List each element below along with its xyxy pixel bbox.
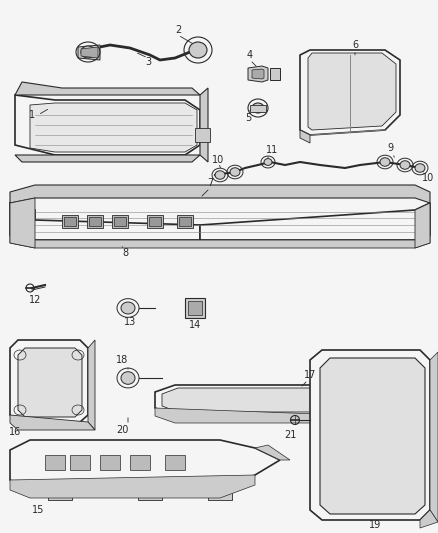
Polygon shape <box>10 415 95 430</box>
Polygon shape <box>78 45 100 60</box>
Polygon shape <box>255 445 290 460</box>
Text: 2: 2 <box>175 25 181 35</box>
Polygon shape <box>89 217 101 226</box>
Polygon shape <box>45 455 65 470</box>
Polygon shape <box>185 298 205 318</box>
Polygon shape <box>114 217 126 226</box>
Text: 10: 10 <box>422 173 434 183</box>
Polygon shape <box>149 217 161 226</box>
Ellipse shape <box>81 46 95 58</box>
Polygon shape <box>320 358 425 514</box>
Polygon shape <box>250 105 266 112</box>
Text: 21: 21 <box>284 430 296 440</box>
Text: 14: 14 <box>189 320 201 330</box>
Text: 5: 5 <box>245 113 251 123</box>
Ellipse shape <box>121 302 135 314</box>
Text: 6: 6 <box>352 40 358 50</box>
Polygon shape <box>310 350 430 520</box>
Ellipse shape <box>415 164 425 172</box>
Polygon shape <box>70 455 90 470</box>
Polygon shape <box>100 455 120 470</box>
Polygon shape <box>10 440 280 488</box>
Polygon shape <box>138 488 162 500</box>
Polygon shape <box>200 88 208 162</box>
Polygon shape <box>179 217 191 226</box>
Polygon shape <box>10 203 200 240</box>
Polygon shape <box>64 217 76 226</box>
Polygon shape <box>15 82 200 95</box>
Text: 20: 20 <box>116 425 128 435</box>
Polygon shape <box>155 408 375 423</box>
Polygon shape <box>10 235 430 248</box>
Ellipse shape <box>400 161 410 169</box>
Polygon shape <box>195 128 210 142</box>
Polygon shape <box>208 488 232 500</box>
Text: 11: 11 <box>266 145 278 155</box>
Text: 12: 12 <box>29 295 41 305</box>
Text: 13: 13 <box>124 317 136 327</box>
Polygon shape <box>200 203 430 240</box>
Text: 4: 4 <box>247 50 253 60</box>
Polygon shape <box>415 203 430 248</box>
Polygon shape <box>300 50 400 135</box>
Ellipse shape <box>252 103 264 113</box>
Text: 1: 1 <box>29 110 35 120</box>
Polygon shape <box>10 475 255 498</box>
Polygon shape <box>308 53 396 130</box>
Polygon shape <box>420 510 438 528</box>
Polygon shape <box>155 385 375 415</box>
Text: 19: 19 <box>369 520 381 530</box>
Polygon shape <box>130 455 150 470</box>
Ellipse shape <box>380 158 390 166</box>
Polygon shape <box>165 455 185 470</box>
Polygon shape <box>177 215 193 228</box>
Polygon shape <box>15 95 200 155</box>
Text: 3: 3 <box>145 57 151 67</box>
Text: 10: 10 <box>212 155 224 165</box>
Polygon shape <box>88 340 95 430</box>
Polygon shape <box>270 68 280 80</box>
Ellipse shape <box>121 372 135 384</box>
Polygon shape <box>252 69 264 79</box>
Text: 16: 16 <box>9 427 21 437</box>
Polygon shape <box>162 388 368 412</box>
Polygon shape <box>87 215 103 228</box>
Polygon shape <box>30 103 197 152</box>
Polygon shape <box>15 155 200 162</box>
Polygon shape <box>430 352 438 522</box>
Polygon shape <box>300 130 310 143</box>
Polygon shape <box>147 215 163 228</box>
Polygon shape <box>10 185 430 203</box>
Ellipse shape <box>215 171 225 179</box>
Ellipse shape <box>264 159 272 165</box>
Polygon shape <box>10 198 35 248</box>
Text: 15: 15 <box>32 505 44 515</box>
Text: 7: 7 <box>207 178 213 188</box>
Text: 17: 17 <box>304 370 316 380</box>
Polygon shape <box>62 215 78 228</box>
Polygon shape <box>10 340 88 422</box>
Polygon shape <box>81 47 98 58</box>
Polygon shape <box>248 66 268 82</box>
Polygon shape <box>188 301 202 315</box>
Ellipse shape <box>189 42 207 58</box>
Polygon shape <box>48 488 72 500</box>
Polygon shape <box>18 348 82 417</box>
Polygon shape <box>112 215 128 228</box>
Text: 18: 18 <box>116 355 128 365</box>
Text: 9: 9 <box>387 143 393 153</box>
Text: 8: 8 <box>122 248 128 258</box>
Ellipse shape <box>230 168 240 176</box>
